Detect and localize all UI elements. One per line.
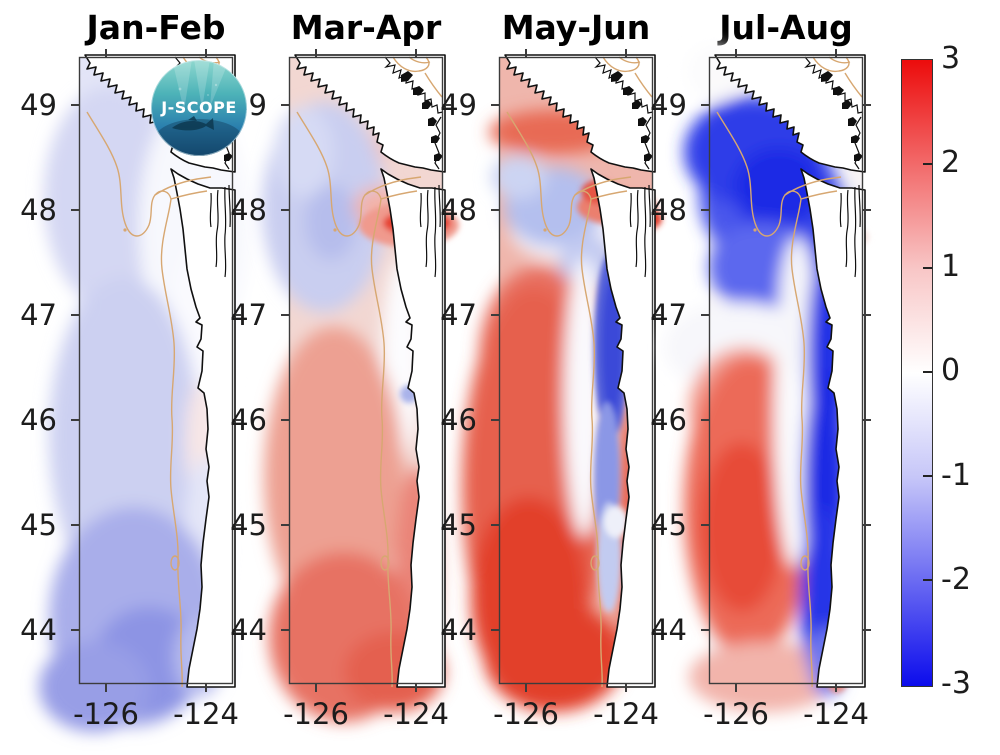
lat-tick-label: 44 bbox=[440, 613, 477, 647]
jscope-logo: J-SCOPE bbox=[151, 60, 247, 156]
lat-tick-label: 47 bbox=[230, 298, 267, 332]
lat-axis-labels-3: 49 48 47 46 45 44 bbox=[431, 57, 487, 684]
lat-tick-label: 44 bbox=[20, 613, 57, 647]
map-jan-feb bbox=[39, 48, 249, 732]
map-jul-aug bbox=[664, 44, 872, 712]
lon-tick-label: -126 bbox=[703, 697, 769, 731]
lat-tick-label: 46 bbox=[440, 403, 477, 437]
colorbar-labels: 3 2 1 0 -1 -2 -3 bbox=[941, 42, 1000, 701]
lon-axis-labels-3: -126 -124 bbox=[493, 697, 659, 737]
lat-axis-labels-1: 49 48 47 46 45 44 bbox=[11, 57, 67, 684]
lat-tick-label: 45 bbox=[230, 508, 267, 542]
panel-title-jan-feb: Jan-Feb bbox=[86, 8, 226, 47]
lat-tick-label: 47 bbox=[20, 298, 57, 332]
jscope-logo-text: J-SCOPE bbox=[160, 98, 237, 117]
lat-tick-label: 49 bbox=[440, 88, 477, 122]
colorbar-tick-label: -1 bbox=[941, 458, 971, 493]
lat-tick-label: 45 bbox=[650, 508, 687, 542]
lat-tick-label: 48 bbox=[20, 193, 57, 227]
map-panel-jul-aug bbox=[664, 44, 872, 712]
lat-tick-label: 48 bbox=[230, 193, 267, 227]
lon-tick-label: -126 bbox=[73, 697, 139, 731]
colorbar-tick-label: 2 bbox=[941, 145, 961, 180]
map-panel-may-jun bbox=[462, 48, 662, 712]
lat-tick-label: 45 bbox=[440, 508, 477, 542]
lat-tick-label: 46 bbox=[230, 403, 267, 437]
map-may-jun bbox=[462, 48, 662, 712]
map-mar-apr bbox=[262, 48, 459, 722]
lat-axis-labels-4: 49 48 47 46 45 44 bbox=[641, 57, 697, 684]
map-panel-mar-apr bbox=[262, 48, 459, 722]
lon-tick-label: -124 bbox=[173, 697, 239, 731]
map-panel-jan-feb bbox=[39, 48, 249, 732]
lat-tick-label: 46 bbox=[20, 403, 57, 437]
lon-axis-labels-2: -126 -124 bbox=[283, 697, 449, 737]
lat-tick-label: 49 bbox=[20, 88, 57, 122]
lat-tick-label: 44 bbox=[650, 613, 687, 647]
colorbar-tick bbox=[923, 475, 932, 477]
lat-tick-label: 47 bbox=[650, 298, 687, 332]
lat-tick-label: 44 bbox=[230, 613, 267, 647]
lon-axis-labels-1: -126 -124 bbox=[73, 697, 239, 737]
colorbar-tick bbox=[923, 371, 932, 373]
lat-tick-label: 46 bbox=[650, 403, 687, 437]
lat-tick-label: 49 bbox=[650, 88, 687, 122]
colorbar-tick-label: -3 bbox=[941, 666, 971, 701]
colorbar-tick bbox=[923, 579, 932, 581]
lat-tick-label: 48 bbox=[650, 193, 687, 227]
colorbar-tick bbox=[923, 267, 932, 269]
lon-tick-label: -124 bbox=[803, 697, 869, 731]
lat-tick-label: 45 bbox=[20, 508, 57, 542]
colorbar-tick-label: 0 bbox=[941, 353, 961, 388]
colorbar-tick bbox=[923, 163, 932, 165]
lat-tick-label: 47 bbox=[440, 298, 477, 332]
lon-axis-labels-4: -126 -124 bbox=[703, 697, 869, 737]
lon-tick-label: -126 bbox=[493, 697, 559, 731]
lon-tick-label: -126 bbox=[283, 697, 349, 731]
colorbar bbox=[901, 59, 933, 687]
lon-tick-label: -124 bbox=[593, 697, 659, 731]
colorbar-tick-label: 1 bbox=[941, 249, 961, 284]
colorbar-tick-label: 3 bbox=[941, 41, 961, 76]
lon-tick-label: -124 bbox=[383, 697, 449, 731]
panel-title-mar-apr: Mar-Apr bbox=[290, 8, 442, 47]
lat-tick-label: 48 bbox=[440, 193, 477, 227]
panel-title-jul-aug: Jul-Aug bbox=[719, 8, 853, 47]
panel-title-may-jun: May-Jun bbox=[501, 8, 651, 47]
colorbar-tick-label: -2 bbox=[941, 562, 971, 597]
